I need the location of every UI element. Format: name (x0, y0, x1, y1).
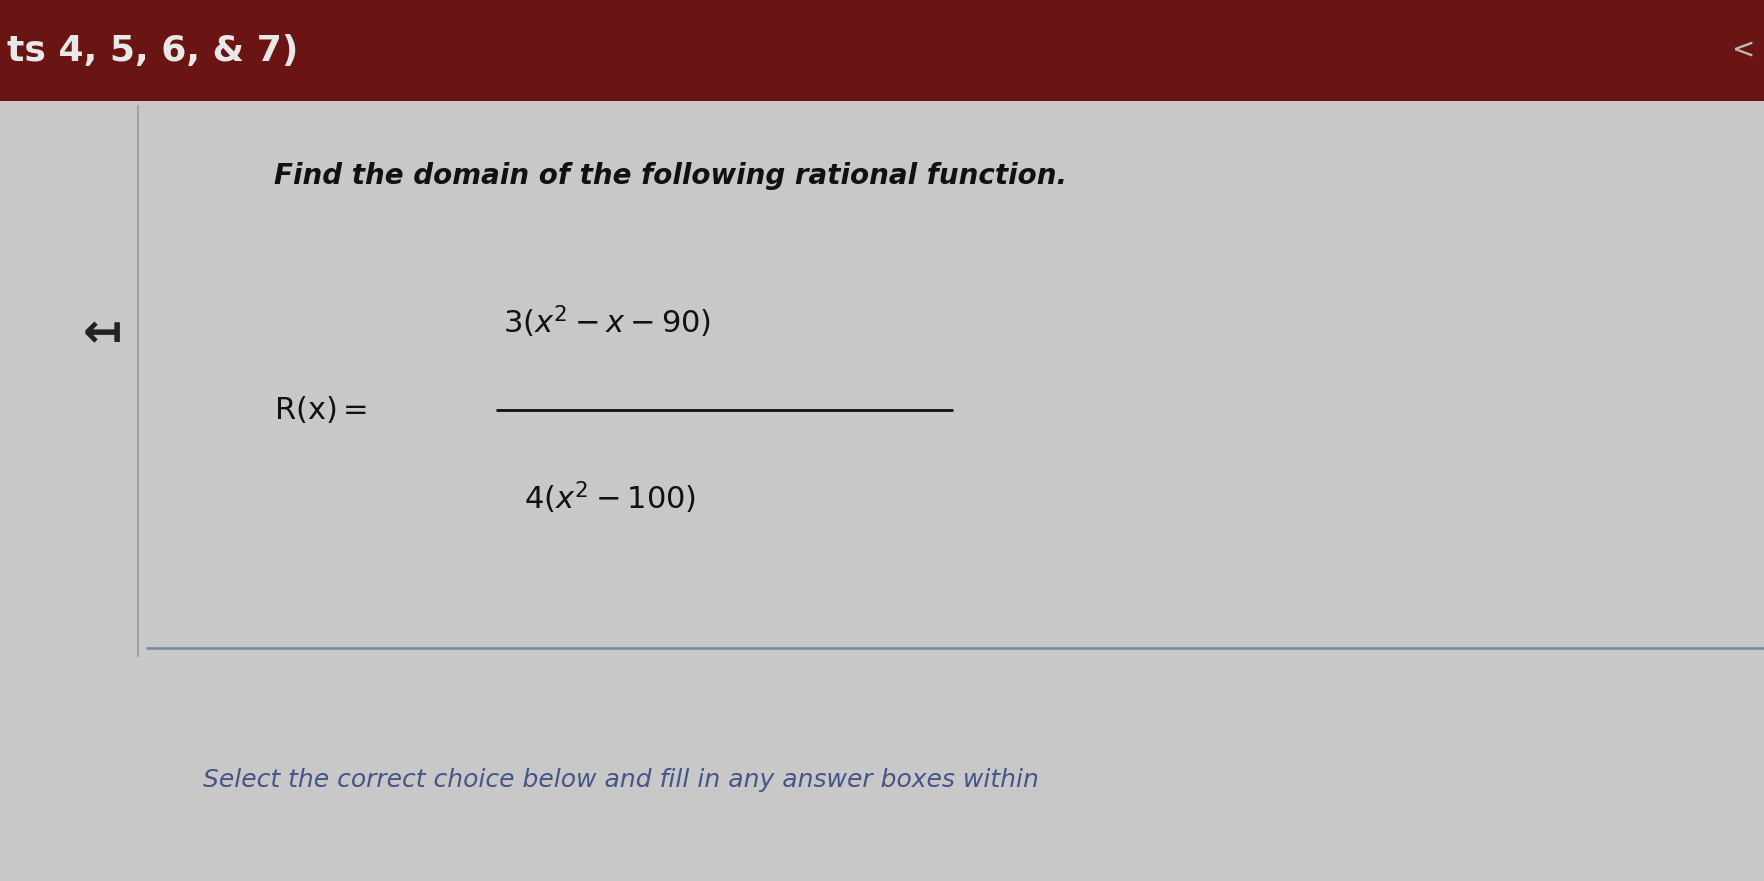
Text: ts 4, 5, 6, & 7): ts 4, 5, 6, & 7) (7, 33, 298, 68)
Text: $3\left(x^2-x-90\right)$: $3\left(x^2-x-90\right)$ (503, 303, 711, 340)
Text: Find the domain of the following rational function.: Find the domain of the following rationa… (273, 162, 1065, 190)
FancyBboxPatch shape (0, 0, 1764, 101)
Text: ↤: ↤ (83, 312, 122, 358)
Text: Select the correct choice below and fill in any answer boxes within: Select the correct choice below and fill… (203, 767, 1039, 792)
Text: <: < (1730, 37, 1755, 64)
Text: $\mathsf{R(x) =}$: $\mathsf{R(x) =}$ (273, 394, 367, 426)
Text: $4\left(x^2-100\right)$: $4\left(x^2-100\right)$ (524, 479, 697, 516)
